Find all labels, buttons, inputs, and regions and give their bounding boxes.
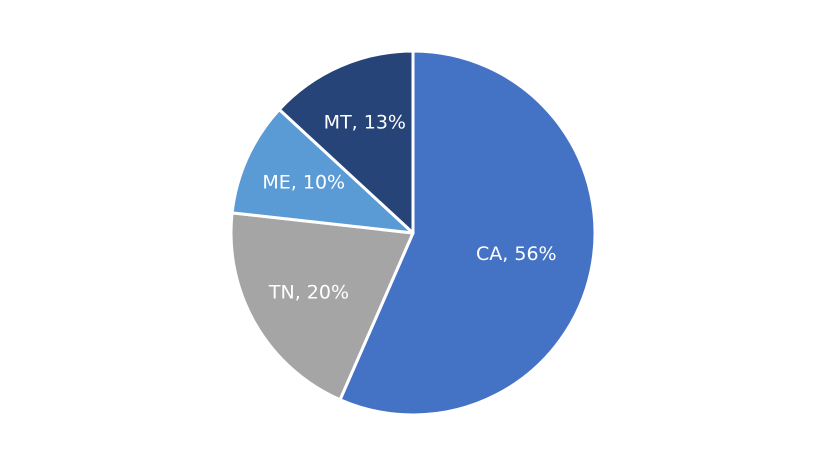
data-label: CA, 56%	[476, 243, 557, 265]
pie-slice	[229, 211, 415, 402]
pie-slice	[338, 49, 597, 417]
data-label: MT, 13%	[324, 111, 406, 133]
pie-slice	[230, 108, 415, 235]
pie-slice	[277, 49, 415, 235]
data-label: ME, 10%	[262, 172, 345, 194]
data-label: TN, 20%	[268, 282, 349, 304]
